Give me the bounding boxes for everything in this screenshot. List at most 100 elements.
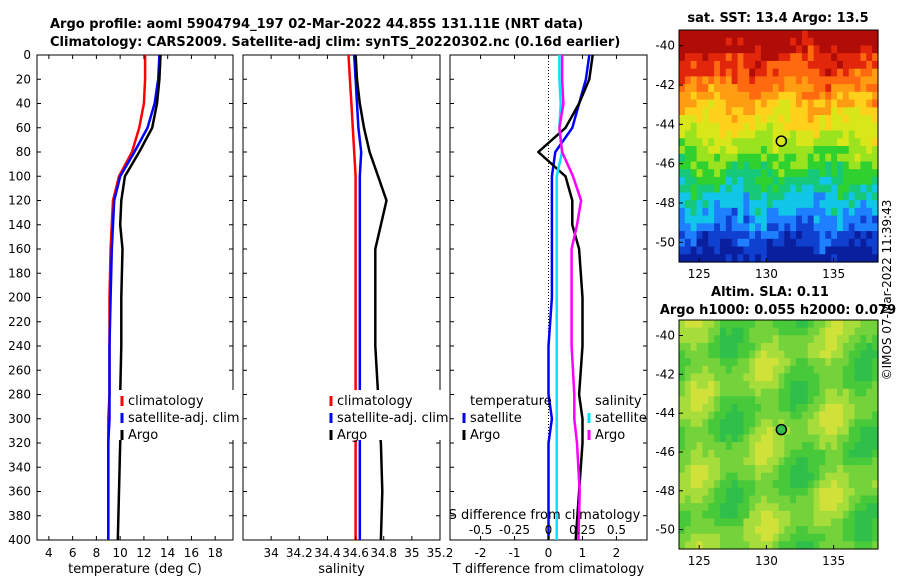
sla-map-cell	[819, 449, 826, 458]
sla-map-cell	[831, 495, 838, 504]
sst-map-cell	[719, 207, 727, 217]
sst-map-cell	[719, 254, 727, 263]
sst-map-cell	[725, 30, 733, 39]
sal-tick-label: 34	[264, 546, 279, 560]
sla-map-cell	[702, 320, 709, 329]
legend-sal-clim-label: climatology	[337, 394, 413, 409]
sst-map-cell	[708, 53, 715, 62]
sla-map-cell	[796, 320, 803, 329]
sla-map-cell	[813, 503, 821, 512]
sst-map-cell	[872, 68, 879, 77]
sla-map-cell	[866, 449, 873, 458]
sst-map-cell	[725, 99, 733, 108]
sla-map-cell	[872, 396, 879, 405]
sla-title-2: Argo h1000: 0.055 h2000: 0.079	[660, 303, 896, 318]
sla-map-cell	[766, 503, 774, 512]
sst-map-cell	[837, 37, 844, 47]
sst-map-cell	[860, 254, 867, 263]
sst-map-cell	[848, 130, 856, 139]
sst-map-cell	[679, 91, 686, 101]
sla-map-cell	[725, 350, 733, 359]
sla-map-cell	[860, 373, 867, 382]
sla-map-cell	[690, 426, 698, 436]
sla-map-cell	[766, 365, 774, 375]
sla-map-cell	[872, 526, 879, 535]
sst-map-cell	[813, 138, 821, 147]
sst-map-cell	[790, 99, 797, 108]
sla-map-cell	[796, 472, 803, 481]
sst-map-cell	[731, 192, 739, 201]
sst-map-cell	[755, 192, 762, 201]
sla-map-cell	[842, 541, 850, 550]
sla-map-cell	[825, 396, 832, 405]
sla-map-cell	[813, 426, 821, 436]
sla-map-cell	[778, 503, 785, 512]
sst-map-cell	[731, 238, 739, 248]
sst-map-cell	[837, 84, 844, 93]
sst-map-cell	[784, 146, 791, 155]
sst-map-cell	[731, 30, 739, 39]
sst-map-cell	[801, 169, 809, 178]
sst-map-cell	[801, 138, 809, 147]
sst-map-cell	[837, 231, 844, 240]
sla-map-cell	[778, 457, 785, 466]
sla-map-cell	[719, 358, 727, 367]
sla-map-cell	[708, 480, 715, 489]
sla-map-cell	[679, 426, 686, 436]
sst-map-cell	[866, 184, 873, 193]
sst-map-cell	[760, 37, 768, 47]
sla-map-cell	[831, 342, 838, 352]
sla-map-cell	[743, 342, 750, 352]
sst-map-cell	[801, 176, 809, 186]
sla-map-cell	[819, 503, 826, 512]
sla-map-cell	[831, 472, 838, 481]
sst-map-cell	[819, 53, 826, 62]
sst-map-cell	[690, 153, 698, 163]
sla-map-cell	[866, 434, 873, 443]
sst-map-cell	[743, 122, 750, 132]
sla-map-cell	[719, 426, 727, 436]
sla-map-cell	[755, 365, 762, 375]
sst-map-cell	[790, 138, 797, 147]
sst-map-cell	[731, 138, 739, 147]
t-diff-argo-line	[537, 54, 594, 541]
sst-map-cell	[719, 231, 727, 240]
sla-map-cell	[837, 510, 844, 520]
sst-map-cell	[772, 115, 780, 124]
sst-map-cell	[725, 153, 733, 163]
sla-map-cell	[684, 434, 692, 443]
sst-map-cell	[714, 99, 721, 108]
sla-map-cell	[755, 533, 762, 542]
sla-map-cell	[731, 388, 739, 397]
sla-map-cell	[684, 457, 692, 466]
sst-map-cell	[743, 45, 750, 54]
sla-map-cell	[842, 320, 850, 329]
sst-map-cell	[714, 200, 721, 209]
sla-map-cell	[743, 396, 750, 405]
sst-map-cell	[837, 76, 844, 85]
sst-map-cell	[719, 153, 727, 163]
sla-map-cell	[872, 480, 879, 489]
sla-map-cell	[714, 403, 721, 413]
sst-map-cell	[708, 153, 715, 163]
s-diff-sat-line	[555, 55, 564, 540]
sla-map-cell	[807, 449, 815, 458]
sla-map-cell	[743, 381, 750, 390]
depth-tick-label: 260	[8, 363, 31, 377]
sst-map-cell	[819, 30, 826, 39]
sla-map-cell	[766, 465, 774, 474]
sla-map-cell	[807, 457, 815, 466]
sla-map-cell	[837, 533, 844, 542]
sla-map-cell	[731, 342, 739, 352]
sla-map-cell	[842, 365, 850, 375]
sla-map-cell	[684, 533, 692, 542]
sla-map-cell	[784, 358, 791, 367]
sst-map-cell	[690, 60, 698, 70]
sla-map-cell	[801, 320, 809, 329]
sst-map-cell	[737, 184, 744, 193]
sla-map-cell	[831, 510, 838, 520]
sla-map-cell	[679, 503, 686, 512]
sst-map-cell	[819, 169, 826, 178]
sst-map-cell	[842, 76, 850, 85]
